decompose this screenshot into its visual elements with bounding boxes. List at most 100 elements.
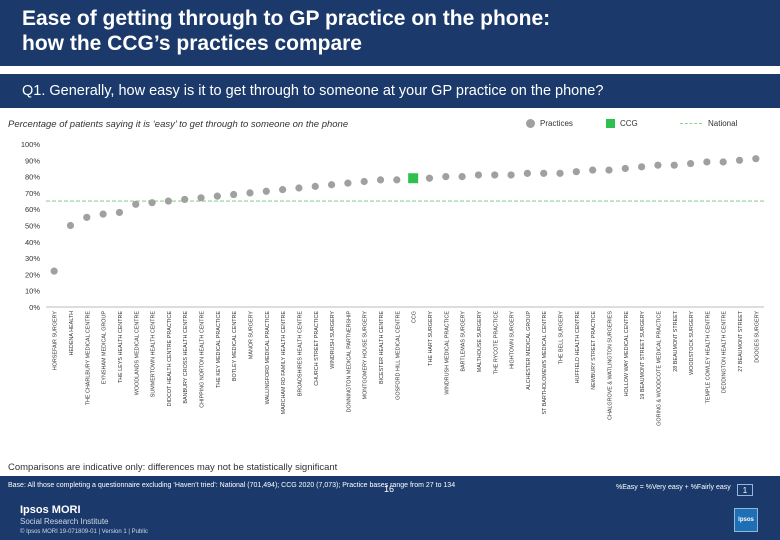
x-category-label: THE KEY MEDICAL PRACTICE xyxy=(216,311,222,388)
title-line-1: Ease of getting through to GP practice o… xyxy=(22,7,551,30)
chart-subtitle: Percentage of patients saying it is ‘eas… xyxy=(8,119,349,130)
x-category-label: HUFFIELD HEALTH CENTRE xyxy=(575,311,581,384)
practice-point xyxy=(50,267,58,275)
x-category-label: EYNSHAM MEDICAL GROUP xyxy=(102,311,108,385)
x-category-label: CHURCH STREET PRACTICE xyxy=(314,311,320,386)
practice-point xyxy=(279,186,287,194)
practice-point xyxy=(686,159,695,168)
x-category-label: DIDCOT HEALTH CENTRE PRACTICE xyxy=(167,311,173,407)
x-category-label: SUMMERTOWN HEALTH CENTRE xyxy=(151,311,157,398)
header-bar: Ease of getting through to GP practice o… xyxy=(0,0,780,66)
x-category-label: HEDENA HEALTH xyxy=(69,311,75,356)
practice-point xyxy=(605,166,613,174)
x-category-label: HOLLOW WAY MEDICAL CENTRE xyxy=(624,311,630,397)
practice-point xyxy=(213,192,221,200)
question-text: Q1. Generally, how easy is it to get thr… xyxy=(22,83,604,99)
x-category-label: BICESTER HEALTH CENTRE xyxy=(379,311,385,384)
practice-point xyxy=(132,200,140,208)
national-line-icon xyxy=(680,123,702,124)
legend-label-national: National xyxy=(708,119,738,128)
practice-point xyxy=(327,181,336,189)
x-category-label: THE RYCOTE PRACTICE xyxy=(493,311,499,375)
x-category-label: DOOGES SURGERY xyxy=(754,311,760,363)
x-category-label: BOTLEY MEDICAL CENTRE xyxy=(232,311,238,381)
practice-point xyxy=(262,187,270,195)
y-tick-label: 10% xyxy=(25,287,40,296)
practice-point xyxy=(148,199,156,207)
y-tick-label: 50% xyxy=(25,222,40,231)
x-category-label: WALLINGFORD MEDICAL PRACTICE xyxy=(265,311,271,405)
x-category-label: HIGHTOWN SURGERY xyxy=(510,311,516,369)
practice-point xyxy=(246,189,254,197)
x-category-label: DONNINGTON MEDICAL PARTNERSHIP xyxy=(346,311,352,413)
x-category-label: THE CHARLBURY MEDICAL CENTRE xyxy=(85,311,91,406)
practice-point xyxy=(589,166,597,174)
x-category-label: CHALGROVE & WATLINGTON SURGERIES xyxy=(607,311,613,420)
footer-bar: Base: All those completing a questionnai… xyxy=(0,476,780,540)
practice-point xyxy=(621,164,629,173)
practice-point xyxy=(507,171,515,179)
ipsos-mori-logo: Ipsos MORI xyxy=(20,504,81,516)
page-box: 1 xyxy=(737,484,753,496)
x-category-label: WINDRUSH MEDICAL PRACTICE xyxy=(444,311,450,395)
x-category-label: HORSEFAIR SURGERY xyxy=(53,311,59,371)
x-category-label: DEDDINGTON HEALTH CENTRE xyxy=(722,311,728,394)
y-tick-label: 70% xyxy=(25,189,40,198)
practice-point xyxy=(66,221,75,230)
ccg-square-icon xyxy=(606,119,615,128)
x-category-label: 27 BEAUMONT STREET xyxy=(738,310,744,371)
ipsos-brand-logo: Ipsos xyxy=(734,508,758,532)
x-category-label: MONTGOMERY HOUSE SURGERY xyxy=(363,311,369,400)
y-tick-label: 90% xyxy=(25,156,40,165)
x-category-label: MALTHOUSE SURGERY xyxy=(477,311,483,373)
x-category-label: CCG xyxy=(412,311,418,323)
practice-point xyxy=(376,176,385,184)
x-category-label: BANBURY CROSS HEALTH CENTRE xyxy=(183,311,189,404)
y-tick-label: 80% xyxy=(25,173,40,182)
practice-point xyxy=(425,174,434,182)
practice-point xyxy=(474,171,483,179)
practice-point xyxy=(540,169,548,177)
practice-point xyxy=(83,213,91,221)
legend-label-ccg: CCG xyxy=(620,119,638,128)
easy-definition: %Easy = %Very easy + %Fairly easy xyxy=(616,484,731,491)
x-category-label: MARCHAM RD FAMILY HEALTH CENTRE xyxy=(281,311,287,415)
practice-point xyxy=(703,158,711,166)
practice-point xyxy=(295,184,303,192)
x-category-label: 19 BEAUMONT STREET SURGERY xyxy=(640,311,646,400)
x-category-label: WOODSTOCK SURGERY xyxy=(689,311,695,375)
practice-point xyxy=(360,177,368,186)
practice-point xyxy=(393,176,401,184)
base-text: Base: All those completing a questionnai… xyxy=(8,482,456,489)
practice-point xyxy=(654,161,662,169)
slide-title: Ease of getting through to GP practice o… xyxy=(22,6,742,56)
practice-point xyxy=(719,158,727,166)
y-tick-label: 20% xyxy=(25,270,40,279)
social-research-institute-logo: Social Research Institute xyxy=(20,517,109,526)
practice-point xyxy=(99,210,107,218)
title-line-2: how the CCG’s practices compare xyxy=(22,32,362,55)
y-tick-label: 30% xyxy=(25,254,40,263)
x-category-label: CHIPPING NORTON HEALTH CENTRE xyxy=(200,311,206,408)
x-category-label: THE LEYS HEALTH CENTRE xyxy=(118,311,124,383)
x-category-label: GORING & WOODCOTE MEDICAL PRACTICE xyxy=(656,311,662,426)
x-category-label: GOSFORD HILL MEDICAL CENTRE xyxy=(395,311,401,400)
practice-dot-icon xyxy=(526,119,535,128)
scatter-chart: 0% 10% 20% 30% 40% 50% 60% 70% 80% 90% 100% HORSEFA… xyxy=(21,140,764,426)
legend-label-practices: Practices xyxy=(540,119,573,128)
question-bar: Q1. Generally, how easy is it to get thr… xyxy=(0,74,780,108)
practice-point xyxy=(556,169,564,177)
practice-point xyxy=(164,197,172,205)
y-tick-label: 60% xyxy=(25,205,40,214)
y-tick-label: 0% xyxy=(29,303,40,312)
copyright-text: © Ipsos MORI 19-071809-01 | Version 1 | … xyxy=(20,529,148,535)
practice-point xyxy=(115,208,124,217)
page-number: 16 xyxy=(384,484,395,494)
practice-point xyxy=(670,161,678,169)
practice-point xyxy=(181,195,189,204)
x-category-label: ALCHESTER MEDICAL GROUP xyxy=(526,311,532,390)
ccg-point xyxy=(408,173,419,184)
practice-point xyxy=(735,156,744,164)
x-category-label: WINDRUSH SURGERY xyxy=(330,311,336,369)
